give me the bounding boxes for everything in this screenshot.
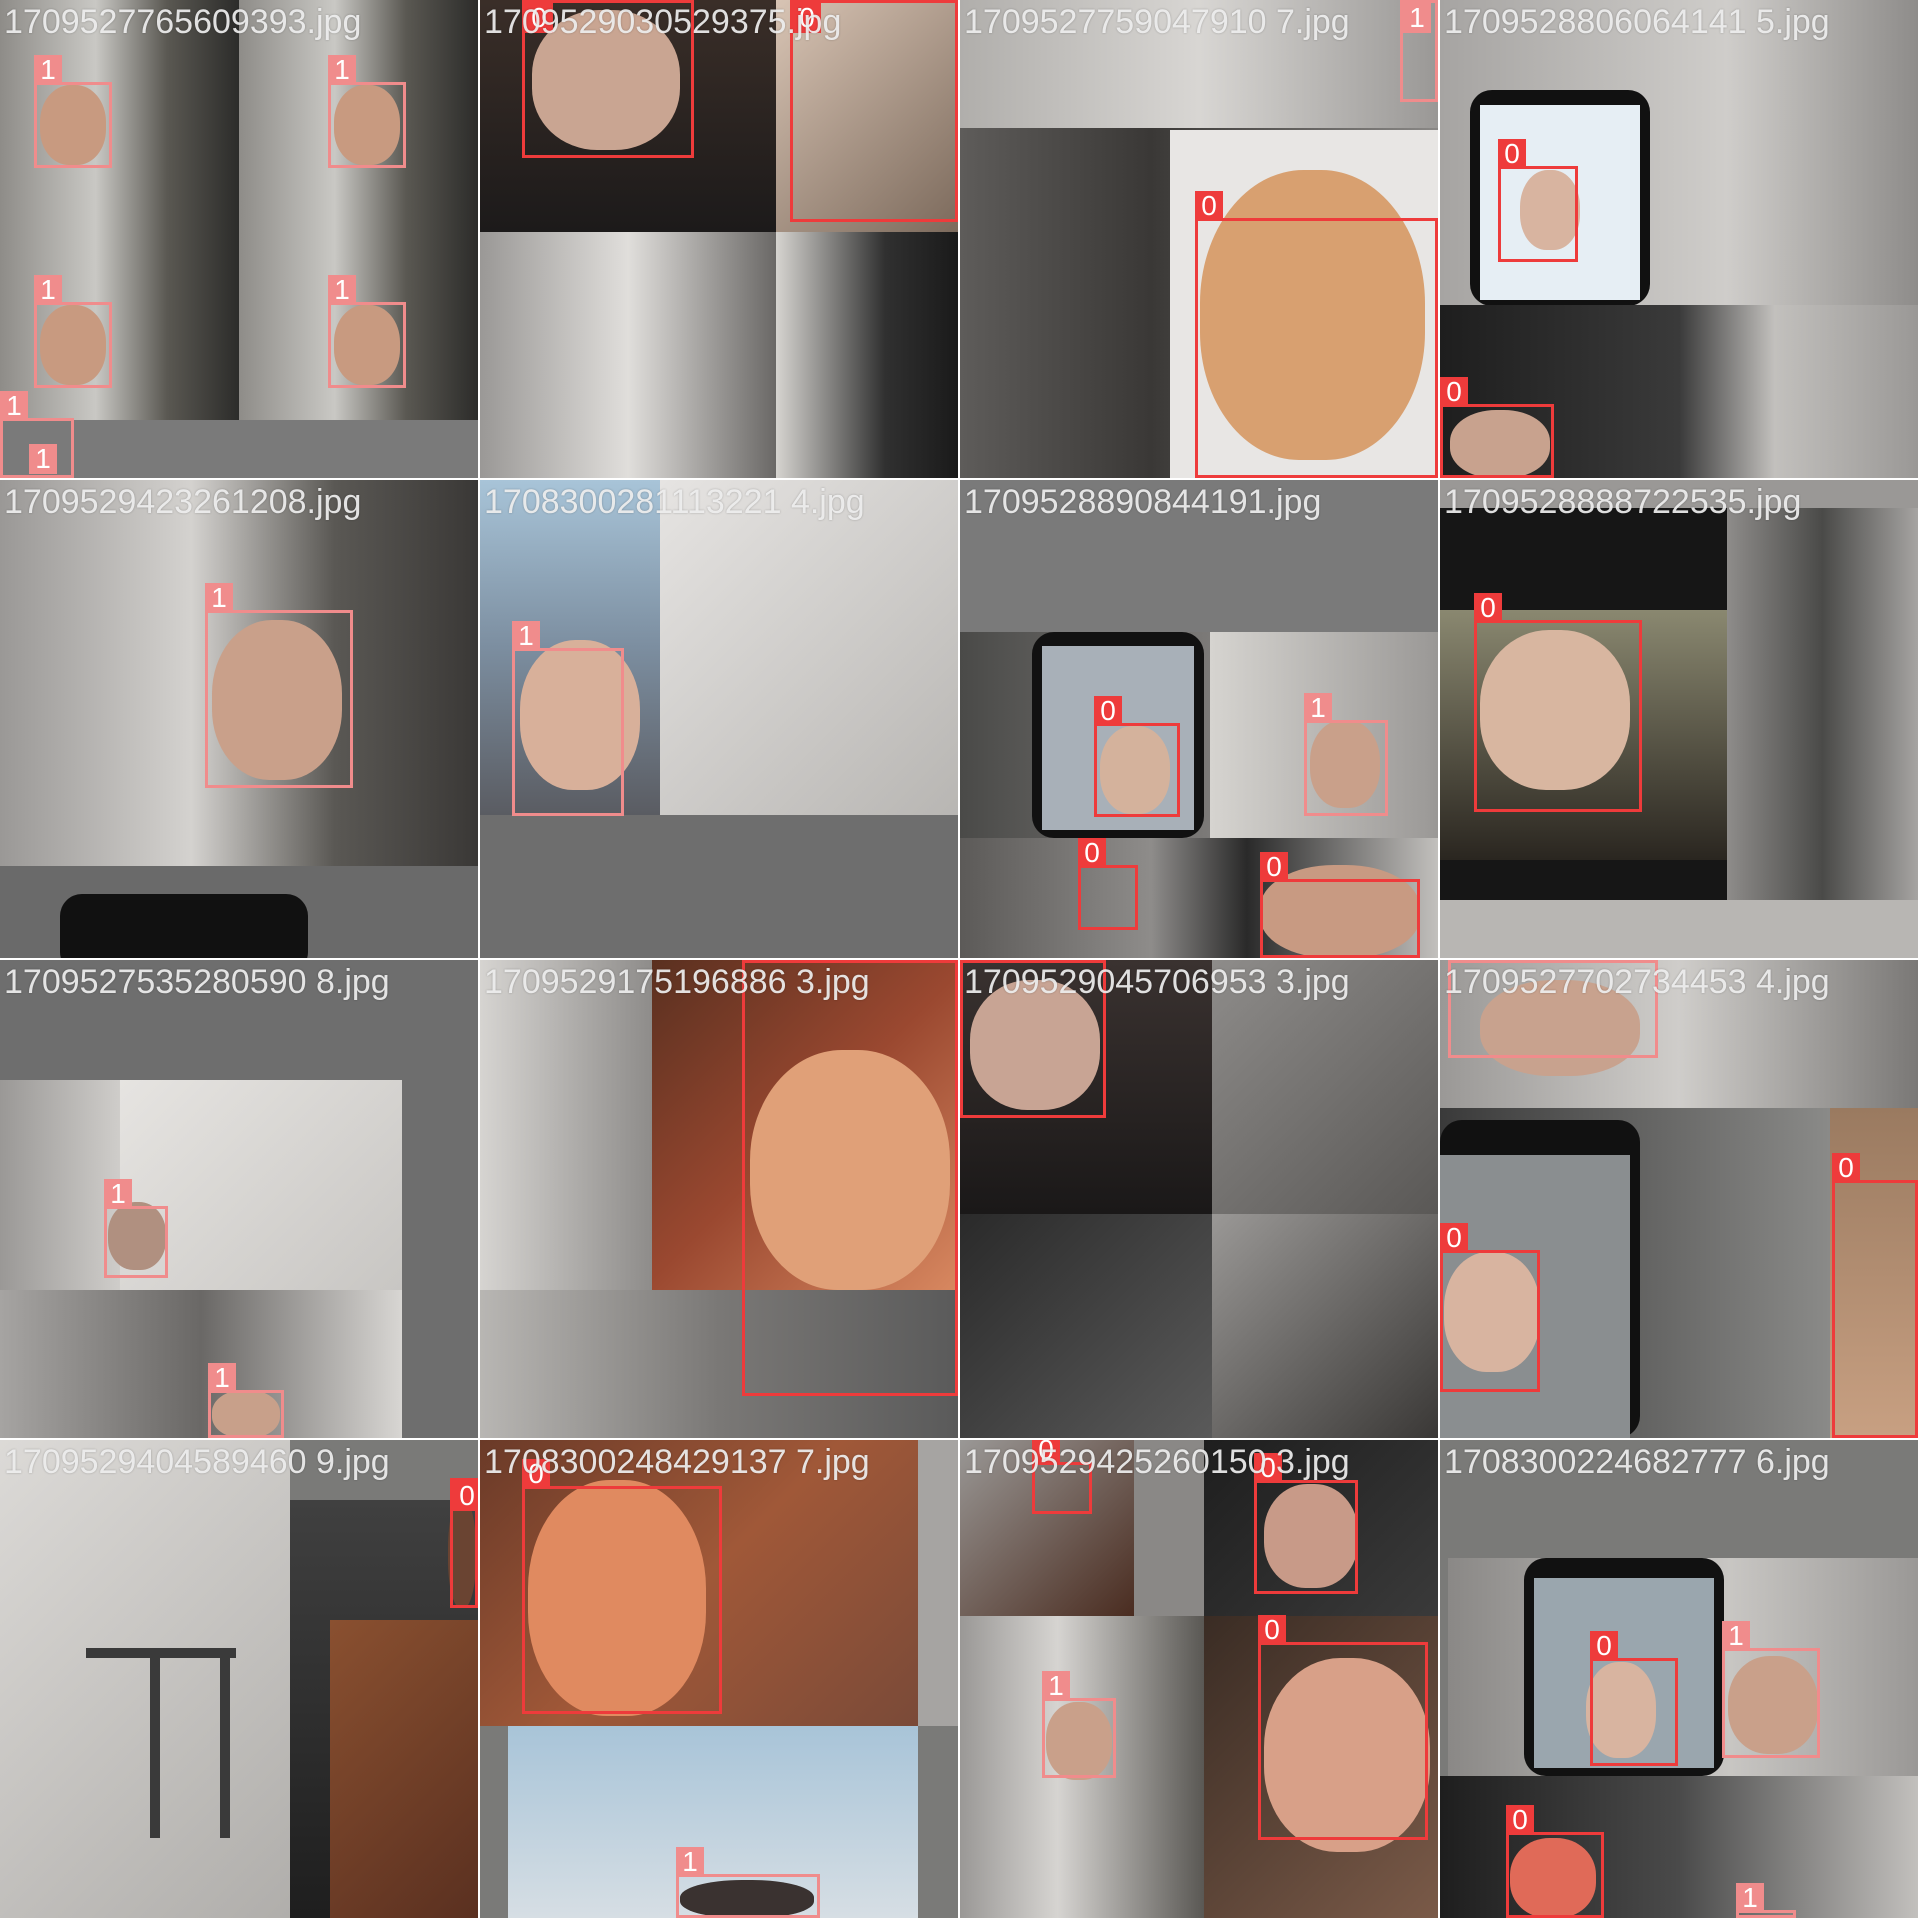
bbox-label: 1 <box>1448 960 1476 963</box>
bbox-class-0: 0 <box>522 0 694 158</box>
bbox-class-1: 1 <box>34 275 112 388</box>
image-tile: 1 1 1 1 1 1 1709527765609393.jpg <box>0 0 478 478</box>
bbox-label: 1 <box>1042 1671 1070 1701</box>
bbox-class-0: 0 <box>1440 1223 1540 1392</box>
bbox-class-0: 0 <box>960 960 1106 1118</box>
bbox-label: 1 <box>328 55 356 85</box>
bbox-label: 0 <box>1094 696 1122 726</box>
bbox-class-0: 0 <box>1260 852 1420 958</box>
bbox-label: 1 <box>34 55 62 85</box>
bbox-label: 1 <box>104 1179 132 1209</box>
bbox-class-1: 1 <box>1722 1621 1820 1758</box>
bbox-label: 1 <box>0 391 28 421</box>
bbox-class-1: 1 <box>34 55 112 168</box>
bbox-label: 0 <box>1195 191 1223 221</box>
bbox-label: 1 <box>29 444 57 474</box>
image-tile: 0 0 1709528806064141 5.jpg <box>1440 0 1918 478</box>
bbox-class-0: 0 <box>1094 696 1180 817</box>
bbox-class-0: 0 <box>1832 1153 1918 1438</box>
image-tile: 1 1708300281113221 4.jpg <box>480 480 958 958</box>
image-tile: 0 1 0 1 1708300224682777 6.jpg <box>1440 1440 1918 1918</box>
bbox-label: 0 <box>1474 593 1502 623</box>
bbox-label: 0 <box>793 3 821 33</box>
bbox-class-0: 0 <box>1506 1805 1604 1918</box>
bbox-label: 1 <box>208 1363 236 1393</box>
bbox-class-0: 0 <box>1258 1615 1428 1840</box>
bbox-class-0: 0 <box>742 960 958 1396</box>
bbox-class-0: 0 <box>790 0 958 222</box>
bbox-label: 1 <box>676 1847 704 1877</box>
bbox-class-1: 1 <box>1736 1883 1796 1918</box>
bbox-class-0: 0 <box>1440 377 1554 478</box>
bbox-label: 1 <box>328 275 356 305</box>
bbox-label: 0 <box>960 960 988 963</box>
bbox-class-1: 1 <box>676 1847 820 1918</box>
bbox-label: 0 <box>1498 139 1526 169</box>
bbox-label: 1 <box>1722 1621 1750 1651</box>
bbox-label: 1 <box>34 275 62 305</box>
bbox-class-1: 1 <box>1448 960 1658 1058</box>
bbox-class-0: 0 <box>1254 1453 1358 1594</box>
bbox-class-1: 1 <box>205 583 353 788</box>
image-tile: 0 1709528888722535.jpg <box>1440 480 1918 958</box>
image-tile: 1 1709529423261208.jpg <box>0 480 478 958</box>
bbox-label: 1 <box>1304 693 1332 723</box>
bbox-label: 0 <box>1078 838 1106 868</box>
bbox-class-1: 1 <box>104 1179 168 1278</box>
bbox-label: 0 <box>1440 1223 1468 1253</box>
image-tile: 0 1709529045706953 3.jpg <box>960 960 1438 1438</box>
bbox-label: 0 <box>1258 1615 1286 1645</box>
bbox-class-1: 1 <box>0 391 74 478</box>
bbox-label: 1 <box>1736 1883 1764 1913</box>
image-tile: 0 0 1 0 1709529425260150 3.jpg <box>960 1440 1438 1918</box>
image-tile: 0 1 1708300248429137 7.jpg <box>480 1440 958 1918</box>
bbox-label: 0 <box>742 960 770 963</box>
bbox-label: 0 <box>1832 1153 1860 1183</box>
bbox-class-0: 0 <box>1032 1440 1092 1514</box>
bbox-class-0: 0 <box>1590 1631 1678 1766</box>
bbox-label: 1 <box>205 583 233 613</box>
bbox-label: 0 <box>1260 852 1288 882</box>
bbox-class-1: 1 <box>328 55 406 168</box>
image-tile: 0 1709529175196886 3.jpg <box>480 960 958 1438</box>
image-tile: 1 0 1709527759047910 7.jpg <box>960 0 1438 478</box>
image-tile: 0 1 0 0 1709528890844191.jpg <box>960 480 1438 958</box>
bbox-class-1: 1 <box>328 275 406 388</box>
bbox-label: 0 <box>1254 1453 1282 1483</box>
bbox-class-0: 0 <box>1195 191 1438 478</box>
image-tile: 1 1 1709527535280590 8.jpg <box>0 960 478 1438</box>
bbox-class-1: 1 <box>208 1363 284 1438</box>
bbox-class-0: 0 <box>1078 838 1138 930</box>
bbox-label: 0 <box>1590 1631 1618 1661</box>
bbox-label: 0 <box>522 1459 550 1489</box>
bbox-class-0: 0 <box>1498 139 1578 262</box>
bbox-class-1: 1 <box>1400 0 1438 102</box>
bbox-label: 0 <box>1506 1805 1534 1835</box>
image-tile: 0 1709529404589460 9.jpg <box>0 1440 478 1918</box>
image-tile: 0 0 1709529030529375.jpg <box>480 0 958 478</box>
bbox-label: 0 <box>1440 377 1468 407</box>
bbox-class-0: 0 <box>1474 593 1642 812</box>
bbox-label: 0 <box>453 1481 478 1511</box>
bbox-label: 1 <box>1403 3 1431 33</box>
bbox-class-0: 0 <box>522 1459 722 1714</box>
image-tile: 1 0 0 1709527702734453 4.jpg <box>1440 960 1918 1438</box>
bbox-label: 0 <box>1032 1440 1060 1465</box>
bbox-class-1: 1 <box>1304 693 1388 816</box>
bbox-class-1: 1 <box>512 621 624 816</box>
bbox-label: 0 <box>525 3 553 33</box>
bbox-class-0: 0 <box>450 1478 478 1608</box>
bbox-class-1: 1 <box>1042 1671 1116 1778</box>
bbox-label: 1 <box>512 621 540 651</box>
